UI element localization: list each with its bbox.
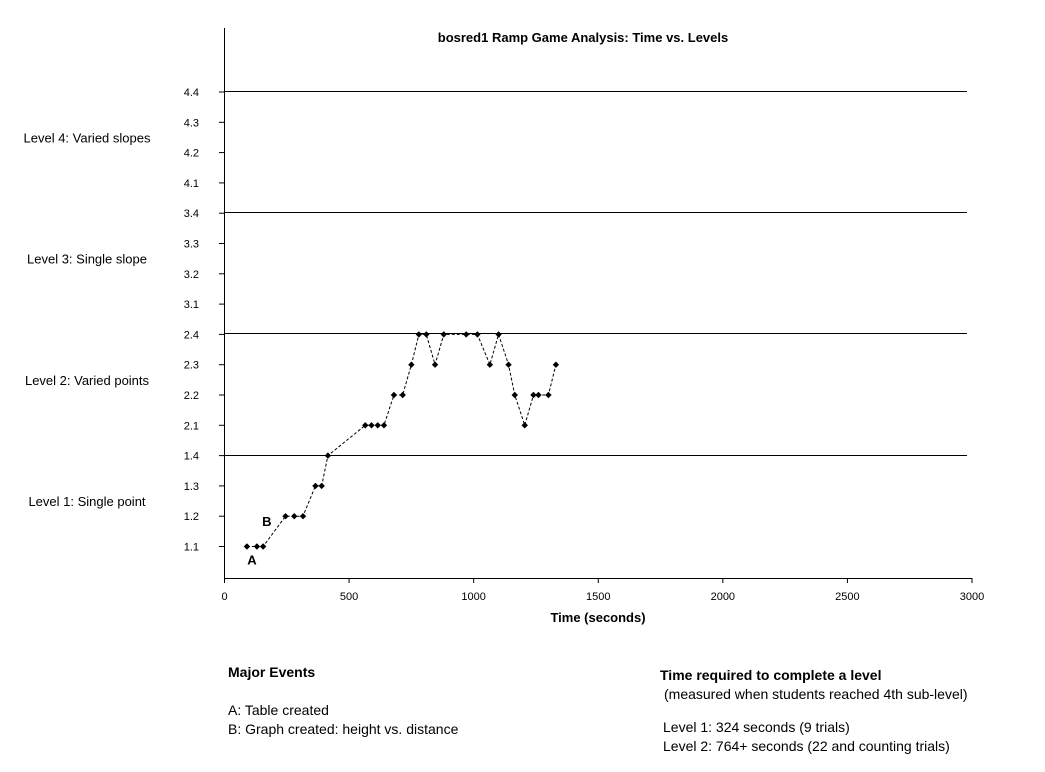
data-point bbox=[380, 422, 388, 429]
y-tick-label: 3.4 bbox=[184, 208, 199, 220]
y-tick-label: 1.1 bbox=[184, 542, 199, 554]
data-point bbox=[495, 331, 502, 338]
event-item-b: B: Graph created: height vs. distance bbox=[228, 721, 459, 737]
y-tick-label: 4.3 bbox=[184, 117, 199, 129]
data-point bbox=[253, 543, 261, 550]
data-point bbox=[462, 331, 470, 338]
y-tick-label: 3.2 bbox=[184, 269, 199, 281]
time-required-title: Time required to complete a level bbox=[660, 667, 882, 683]
y-tick-label: 4.2 bbox=[184, 148, 199, 160]
data-point bbox=[362, 422, 369, 429]
y-tick-label: 2.2 bbox=[184, 390, 199, 402]
data-point bbox=[423, 331, 430, 338]
y-tick-label: 2.3 bbox=[184, 360, 199, 372]
y-tick-label: 3.1 bbox=[184, 299, 199, 311]
level-label: Level 3: Single slope bbox=[27, 252, 147, 267]
data-point bbox=[415, 331, 423, 338]
x-tick-label: 1000 bbox=[461, 591, 485, 603]
level-label: Level 2: Varied points bbox=[25, 373, 150, 388]
data-point bbox=[530, 391, 537, 399]
data-point bbox=[312, 482, 319, 490]
data-point bbox=[243, 543, 251, 550]
data-point bbox=[545, 391, 552, 399]
data-point bbox=[486, 361, 494, 368]
data-point bbox=[474, 331, 481, 338]
time-item-level-1: Level 1: 324 seconds (9 trials) bbox=[663, 719, 850, 735]
time-required-panel: Time required to complete a level (measu… bbox=[660, 666, 968, 756]
data-point bbox=[374, 422, 381, 429]
data-point bbox=[291, 513, 298, 520]
y-tick-label: 3.3 bbox=[184, 239, 199, 251]
time-required-subtitle: (measured when students reached 4th sub-… bbox=[664, 686, 968, 702]
chart-title: bosred1 Ramp Game Analysis: Time vs. Lev… bbox=[438, 30, 728, 45]
data-point bbox=[324, 452, 332, 459]
x-tick-label: 2000 bbox=[711, 591, 735, 603]
data-point bbox=[535, 391, 542, 399]
y-tick-label: 1.4 bbox=[184, 451, 199, 463]
level-label: Level 4: Varied slopes bbox=[24, 130, 151, 145]
major-events-title: Major Events bbox=[228, 664, 316, 680]
data-point bbox=[390, 391, 398, 399]
data-point bbox=[408, 361, 415, 368]
annotation-a: A bbox=[247, 553, 257, 568]
major-events-panel: Major Events A: Table created B: Graph c… bbox=[228, 663, 458, 739]
data-point bbox=[259, 543, 267, 550]
data-point bbox=[511, 391, 518, 399]
x-tick-label: 0 bbox=[221, 591, 227, 603]
annotation-b: B bbox=[262, 514, 271, 529]
x-tick-label: 1500 bbox=[586, 591, 610, 603]
y-tick-label: 1.2 bbox=[184, 511, 199, 523]
data-point bbox=[440, 331, 447, 338]
event-item-a: A: Table created bbox=[228, 702, 329, 718]
x-axis-label: Time (seconds) bbox=[550, 610, 645, 625]
data-point bbox=[552, 361, 560, 368]
y-tick-label: 4.4 bbox=[184, 87, 199, 99]
x-tick-label: 500 bbox=[340, 591, 358, 603]
y-tick-label: 2.4 bbox=[184, 329, 199, 341]
y-tick-label: 4.1 bbox=[184, 178, 199, 190]
data-point bbox=[431, 361, 439, 368]
data-point bbox=[505, 361, 512, 368]
data-point bbox=[299, 513, 307, 520]
data-point bbox=[368, 422, 375, 429]
level-label: Level 1: Single point bbox=[28, 494, 145, 509]
data-point bbox=[521, 422, 528, 429]
data-point bbox=[318, 482, 325, 490]
y-tick-label: 1.3 bbox=[184, 481, 199, 493]
time-item-level-2: Level 2: 764+ seconds (22 and counting t… bbox=[663, 738, 950, 754]
x-tick-label: 2500 bbox=[835, 591, 859, 603]
y-tick-label: 2.1 bbox=[184, 420, 199, 432]
x-tick-label: 3000 bbox=[960, 591, 984, 603]
data-point bbox=[282, 513, 289, 520]
data-point bbox=[399, 391, 406, 399]
